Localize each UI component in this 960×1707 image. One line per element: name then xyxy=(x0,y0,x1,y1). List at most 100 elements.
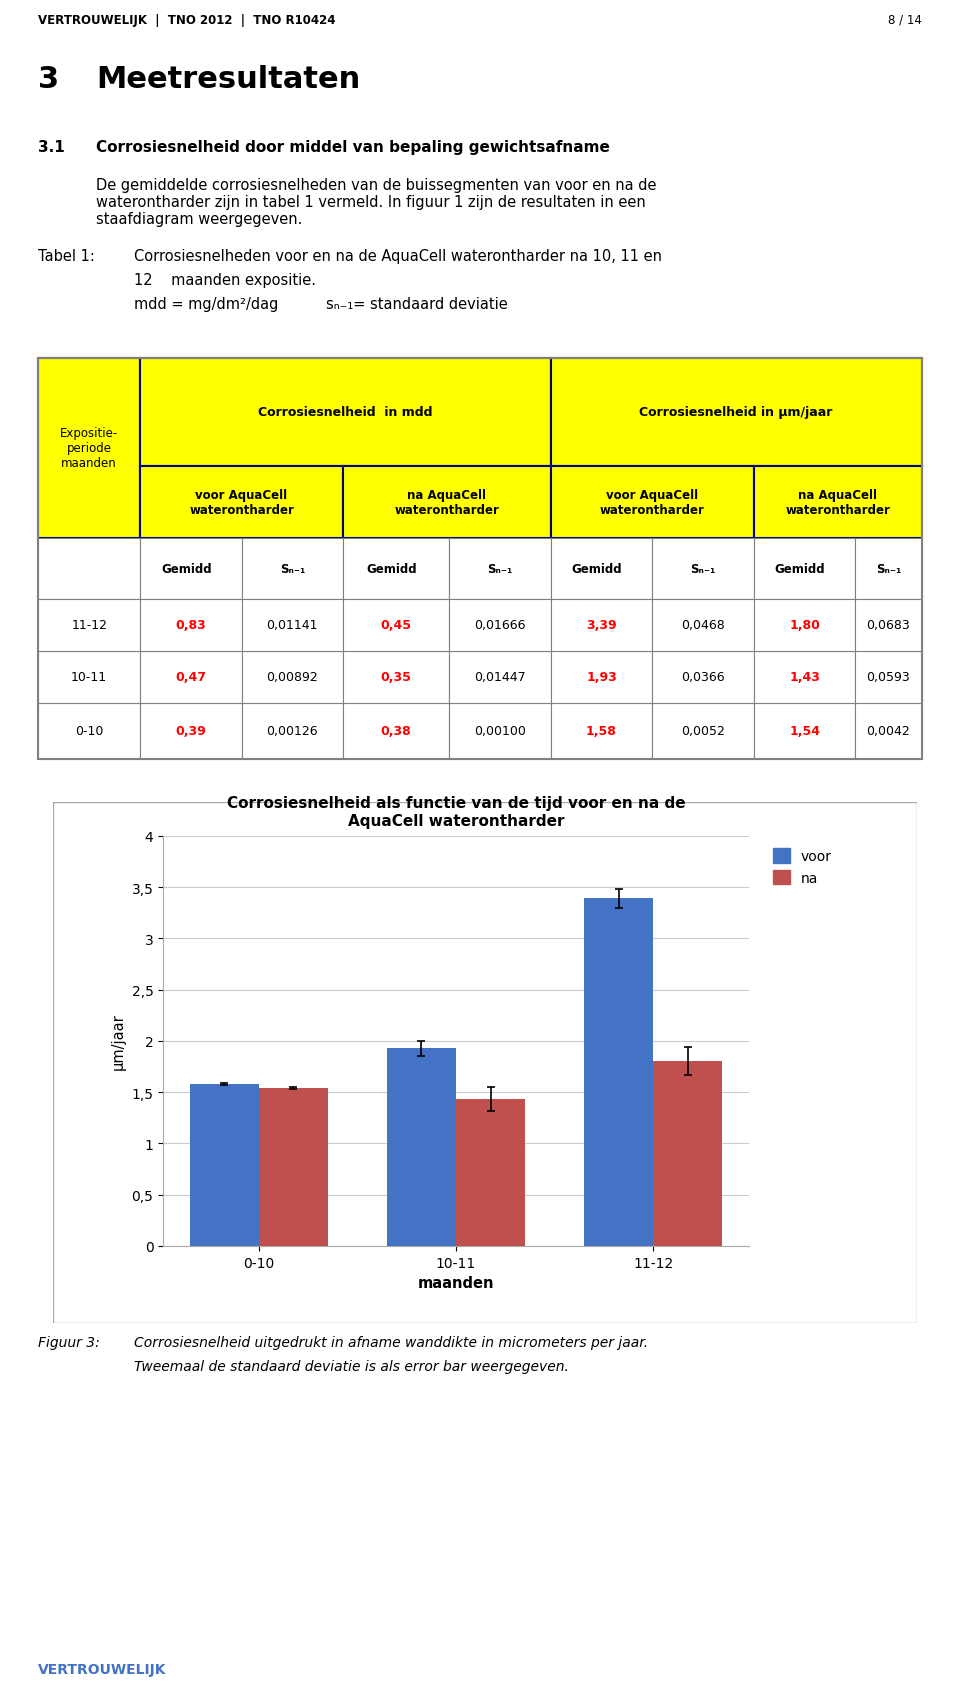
Text: VERTROUWELIJK  |  TNO 2012  |  TNO R10424: VERTROUWELIJK | TNO 2012 | TNO R10424 xyxy=(38,14,336,27)
Bar xyxy=(140,466,343,539)
Bar xyxy=(259,1089,327,1246)
Bar xyxy=(38,599,140,652)
Title: Corrosiesnelheid als functie van de tijd voor en na de
AquaCell waterontharder: Corrosiesnelheid als functie van de tijd… xyxy=(227,795,685,828)
Bar xyxy=(652,539,754,599)
Bar xyxy=(585,900,653,1246)
Text: 0,0366: 0,0366 xyxy=(682,671,725,685)
Text: 0,0468: 0,0468 xyxy=(682,618,725,632)
Text: voor AquaCell
waterontharder: voor AquaCell waterontharder xyxy=(600,488,705,517)
Y-axis label: µm/jaar: µm/jaar xyxy=(111,1012,126,1070)
Bar xyxy=(140,539,242,599)
Text: 11-12: 11-12 xyxy=(71,618,108,632)
Text: 1,54: 1,54 xyxy=(789,725,820,737)
Bar xyxy=(754,703,855,760)
Bar xyxy=(449,599,551,652)
Bar xyxy=(855,539,922,599)
Text: 12    maanden expositie.: 12 maanden expositie. xyxy=(134,273,317,288)
Text: Sₙ₋₁: Sₙ₋₁ xyxy=(279,563,305,575)
Bar xyxy=(653,1062,722,1246)
Text: na AquaCell
waterontharder: na AquaCell waterontharder xyxy=(395,488,499,517)
Text: Sₙ₋₁: Sₙ₋₁ xyxy=(488,563,513,575)
Text: 0,0593: 0,0593 xyxy=(867,671,910,685)
Text: Gemidd: Gemidd xyxy=(775,563,826,575)
Bar xyxy=(855,703,922,760)
Legend: voor, na: voor, na xyxy=(767,843,837,891)
Bar xyxy=(551,466,754,539)
Bar xyxy=(190,1084,259,1246)
Bar xyxy=(551,539,652,599)
Bar xyxy=(754,599,855,652)
Bar xyxy=(754,539,855,599)
Text: Tabel 1:: Tabel 1: xyxy=(38,249,95,265)
Text: 1,93: 1,93 xyxy=(586,671,617,685)
Bar xyxy=(242,599,343,652)
Bar xyxy=(449,652,551,703)
Text: Tweemaal de standaard deviatie is als error bar weergegeven.: Tweemaal de standaard deviatie is als er… xyxy=(134,1359,569,1372)
Text: na AquaCell
waterontharder: na AquaCell waterontharder xyxy=(785,488,890,517)
Bar xyxy=(449,703,551,760)
Text: 3: 3 xyxy=(38,65,60,94)
Text: mdd = mg/dm²/dag: mdd = mg/dm²/dag xyxy=(134,297,278,312)
Text: Gemidd: Gemidd xyxy=(572,563,622,575)
Bar xyxy=(343,539,449,599)
Bar xyxy=(343,466,551,539)
Bar xyxy=(855,652,922,703)
Text: Meetresultaten: Meetresultaten xyxy=(96,65,360,94)
X-axis label: maanden: maanden xyxy=(418,1275,494,1290)
Text: 0,39: 0,39 xyxy=(176,725,206,737)
Bar xyxy=(551,599,652,652)
Text: 3.1: 3.1 xyxy=(38,140,65,155)
Text: 0-10: 0-10 xyxy=(75,725,104,737)
Text: Gemidd: Gemidd xyxy=(367,563,417,575)
Bar xyxy=(140,599,242,652)
Text: 3,39: 3,39 xyxy=(587,618,616,632)
Bar xyxy=(242,539,343,599)
Bar xyxy=(551,358,922,466)
Text: Figuur 3:: Figuur 3: xyxy=(38,1335,100,1349)
Text: 0,45: 0,45 xyxy=(380,618,412,632)
Bar xyxy=(38,703,140,760)
Text: 0,47: 0,47 xyxy=(176,671,206,685)
Text: 0,0042: 0,0042 xyxy=(867,725,910,737)
Bar xyxy=(343,652,449,703)
Text: voor AquaCell
waterontharder: voor AquaCell waterontharder xyxy=(189,488,294,517)
Bar xyxy=(551,652,652,703)
Text: 1,43: 1,43 xyxy=(789,671,820,685)
Bar xyxy=(38,358,140,539)
Bar xyxy=(855,599,922,652)
Text: 0,00126: 0,00126 xyxy=(267,725,318,737)
Text: 0,01666: 0,01666 xyxy=(474,618,526,632)
Bar xyxy=(242,652,343,703)
Text: 0,01447: 0,01447 xyxy=(474,671,526,685)
Text: Gemidd: Gemidd xyxy=(161,563,211,575)
Text: Sₙ₋₁: Sₙ₋₁ xyxy=(876,563,901,575)
Bar xyxy=(343,599,449,652)
Bar xyxy=(343,703,449,760)
Bar xyxy=(140,703,242,760)
Bar xyxy=(38,652,140,703)
Text: 0,38: 0,38 xyxy=(381,725,412,737)
Text: 1,58: 1,58 xyxy=(586,725,617,737)
Bar xyxy=(652,703,754,760)
Text: 0,0052: 0,0052 xyxy=(681,725,725,737)
Text: 0,35: 0,35 xyxy=(381,671,412,685)
Text: 10-11: 10-11 xyxy=(71,671,108,685)
Text: Sₙ₋₁: Sₙ₋₁ xyxy=(690,563,715,575)
Text: Corrosiesnelheid door middel van bepaling gewichtsafname: Corrosiesnelheid door middel van bepalin… xyxy=(96,140,610,155)
Bar xyxy=(38,539,140,599)
Bar xyxy=(140,652,242,703)
Text: 0,0683: 0,0683 xyxy=(867,618,910,632)
Bar xyxy=(456,1099,525,1246)
Bar xyxy=(551,703,652,760)
Bar xyxy=(652,652,754,703)
Text: 1,80: 1,80 xyxy=(789,618,820,632)
Bar xyxy=(652,599,754,652)
Text: Corrosiesnelheid uitgedrukt in afname wanddikte in micrometers per jaar.: Corrosiesnelheid uitgedrukt in afname wa… xyxy=(134,1335,649,1349)
Text: VERTROUWELIJK: VERTROUWELIJK xyxy=(38,1663,167,1676)
Text: 0,01141: 0,01141 xyxy=(267,618,318,632)
Text: Corrosiesnelheden voor en na de AquaCell waterontharder na 10, 11 en: Corrosiesnelheden voor en na de AquaCell… xyxy=(134,249,662,265)
Bar xyxy=(140,358,551,466)
Text: 0,83: 0,83 xyxy=(176,618,206,632)
Text: 0,00100: 0,00100 xyxy=(474,725,526,737)
Text: Expositie-
periode
maanden: Expositie- periode maanden xyxy=(60,427,118,469)
